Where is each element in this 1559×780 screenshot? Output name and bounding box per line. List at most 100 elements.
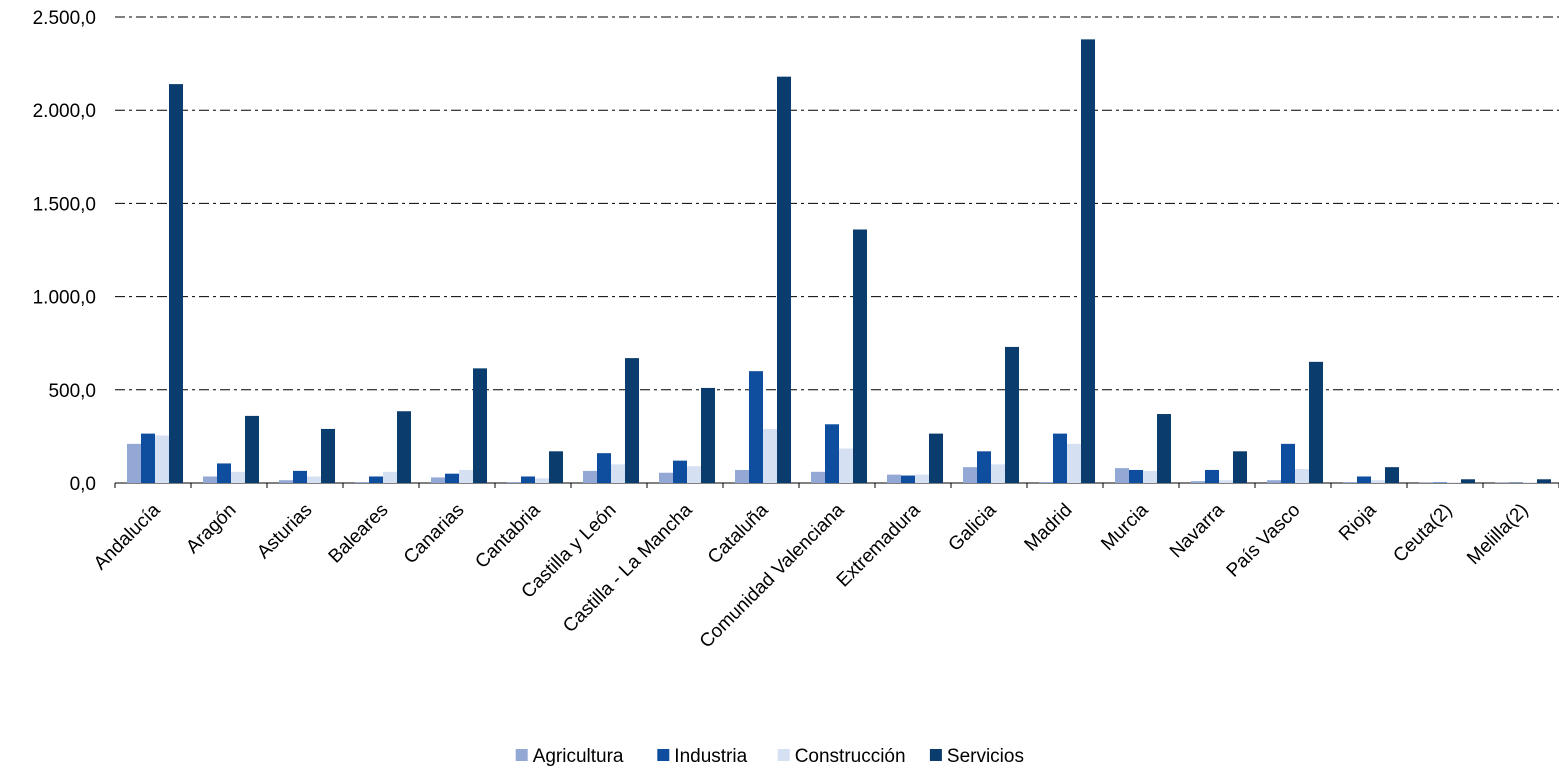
bar-agricultura xyxy=(583,470,597,483)
bar-construcción xyxy=(155,435,169,483)
bar-servicios xyxy=(321,428,335,483)
legend-label: Construcción xyxy=(795,746,906,767)
x-category-label: Cantabria xyxy=(471,499,544,572)
bar-industria xyxy=(597,453,611,483)
bar-industria xyxy=(977,451,991,483)
bar-servicios xyxy=(1005,346,1019,483)
legend-label: Servicios xyxy=(947,746,1024,767)
x-category-label: Madrid xyxy=(1021,500,1077,556)
bar-servicios xyxy=(625,358,639,483)
bar-construcción xyxy=(383,471,397,483)
y-tick-label: 1.500,0 xyxy=(33,194,96,215)
bar-agricultura xyxy=(887,474,901,483)
bar-agricultura xyxy=(1115,468,1129,483)
x-category-label: Comunidad Valenciana xyxy=(696,499,849,652)
legend: Agricultura Industria Construcción Servicio… xyxy=(515,746,1024,767)
bar-construcción xyxy=(915,474,929,483)
x-category-label: Castilla - La Mancha xyxy=(559,499,697,637)
bar-construcción xyxy=(1523,482,1537,483)
bar-industria xyxy=(825,424,839,483)
bar-industria xyxy=(369,476,383,483)
bar-servicios xyxy=(777,76,791,483)
bar-servicios xyxy=(1309,361,1323,483)
bar-industria xyxy=(1053,433,1067,483)
bar-servicios xyxy=(1537,479,1551,483)
bar-servicios xyxy=(245,415,259,483)
bar-industria xyxy=(1357,476,1371,483)
bar-construcción xyxy=(1447,482,1461,483)
y-tick-label: 2.000,0 xyxy=(33,101,96,122)
y-tick-label: 0,0 xyxy=(70,474,96,495)
bar-agricultura xyxy=(963,467,977,483)
bar-construcción xyxy=(459,469,473,483)
bar-industria xyxy=(673,460,687,483)
legend-swatch-servicios xyxy=(929,749,942,761)
bar-agricultura xyxy=(507,482,521,483)
bar-construcción xyxy=(687,466,701,483)
x-category-label: Baleares xyxy=(325,500,393,568)
bar-construcción xyxy=(231,471,245,483)
bar-agricultura xyxy=(279,480,293,483)
x-category-labels: Andalucía Aragón Asturias Baleares Canarias C… xyxy=(90,499,1533,652)
x-category-label: Rioja xyxy=(1335,499,1381,545)
bar-industria xyxy=(217,463,231,483)
bar-agricultura xyxy=(355,482,369,483)
bar-servicios xyxy=(1081,39,1095,483)
bar-industria xyxy=(1129,469,1143,483)
bar-industria xyxy=(293,470,307,483)
legend-swatch-agricultura xyxy=(515,749,528,761)
bar-construcción xyxy=(1067,443,1081,483)
bars xyxy=(127,39,1551,483)
bar-industria xyxy=(521,476,535,483)
bar-construcción xyxy=(307,476,321,483)
y-tick-label: 2.500,0 xyxy=(33,8,96,29)
bar-servicios xyxy=(1385,467,1399,483)
x-category-label: Murcia xyxy=(1097,499,1152,554)
bar-servicios xyxy=(1157,414,1171,483)
bar-construcción xyxy=(763,428,777,483)
bar-industria xyxy=(749,371,763,483)
x-category-label: Aragón xyxy=(182,500,240,558)
bar-industria xyxy=(1433,482,1447,483)
bar-agricultura xyxy=(431,477,445,483)
x-category-label: Galicia xyxy=(945,499,1001,555)
bar-agricultura xyxy=(735,469,749,483)
bar-agricultura xyxy=(1267,480,1281,483)
legend-swatch-construcción xyxy=(777,749,790,761)
x-category-label: País Vasco xyxy=(1223,500,1305,582)
bar-industria xyxy=(1281,443,1295,483)
x-category-label: Melilla(2) xyxy=(1463,500,1532,569)
bar-servicios xyxy=(397,411,411,483)
legend-label: Agricultura xyxy=(533,746,624,767)
bar-construcción xyxy=(1295,469,1309,483)
bar-agricultura xyxy=(203,476,217,483)
bar-agricultura xyxy=(1343,482,1357,483)
bar-servicios xyxy=(853,229,867,483)
bar-construcción xyxy=(1371,480,1385,483)
bar-industria xyxy=(141,433,155,483)
bar-construcción xyxy=(1219,480,1233,483)
bar-industria xyxy=(901,475,915,483)
bar-agricultura xyxy=(659,472,673,483)
bar-agricultura xyxy=(811,471,825,483)
bar-servicios xyxy=(473,368,487,483)
bar-construcción xyxy=(991,464,1005,483)
bar-industria xyxy=(1205,469,1219,483)
legend-swatch-industria xyxy=(657,749,670,761)
gridlines xyxy=(115,16,1559,391)
x-category-label: Navarra xyxy=(1166,499,1229,562)
y-tick-label: 500,0 xyxy=(48,381,96,402)
y-tick-labels: 0,0 500,0 1.000,0 1.500,0 2.000,0 2.500,0 xyxy=(33,8,96,495)
x-category-label: Ceuta(2) xyxy=(1389,500,1456,567)
bar-construcción xyxy=(839,448,853,483)
bar-servicios xyxy=(929,433,943,483)
y-tick-label: 1.000,0 xyxy=(33,288,96,309)
bar-servicios xyxy=(169,84,183,483)
x-category-label: Asturias xyxy=(253,500,316,563)
bar-servicios xyxy=(701,387,715,483)
bar-agricultura xyxy=(1191,481,1205,483)
bar-construcción xyxy=(535,478,549,483)
bar-agricultura xyxy=(1039,482,1053,483)
